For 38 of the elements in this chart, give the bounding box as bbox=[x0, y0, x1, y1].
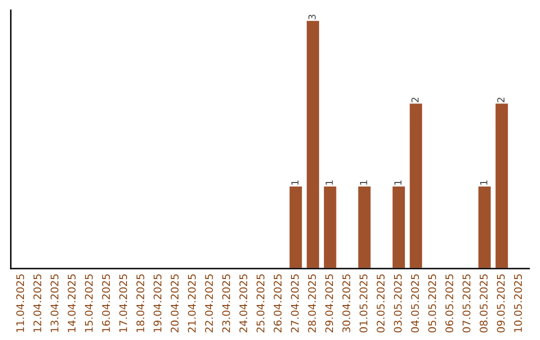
x-tick-label: 03.05.2025 bbox=[394, 274, 402, 332]
data-label: 3 bbox=[308, 14, 316, 20]
x-tick-label: 05.05.2025 bbox=[428, 274, 436, 332]
x-tick-label: 20.04.2025 bbox=[170, 274, 179, 332]
x-tick-label: 28.04.2025 bbox=[308, 274, 316, 332]
x-tick-label: 16.04.2025 bbox=[102, 274, 110, 332]
x-tick-label: 12.04.2025 bbox=[33, 274, 42, 332]
x-tick-label: 14.04.2025 bbox=[68, 274, 76, 332]
x-tick-label: 19.04.2025 bbox=[154, 274, 162, 332]
data-label: 1 bbox=[326, 180, 333, 185]
x-tick-label: 08.05.2025 bbox=[480, 274, 488, 332]
data-label: 2 bbox=[411, 98, 419, 102]
data-label: 1 bbox=[394, 180, 402, 185]
x-tick-label: 09.05.2025 bbox=[496, 274, 505, 332]
x-tick-label: 21.04.2025 bbox=[188, 274, 196, 332]
x-tick-label: 06.05.2025 bbox=[445, 274, 454, 332]
data-label: 1 bbox=[480, 180, 488, 185]
x-tick-label: 13.04.2025 bbox=[50, 274, 58, 332]
x-tick-label: 02.05.2025 bbox=[376, 274, 385, 332]
x-tick-label: 10.05.2025 bbox=[514, 274, 522, 332]
x-tick-label: 15.04.2025 bbox=[84, 274, 93, 332]
x-tick-label: 11.04.2025 bbox=[16, 274, 24, 332]
x-tick-label: 27.04.2025 bbox=[290, 274, 299, 332]
data-label: 1 bbox=[360, 180, 368, 185]
x-tick-label: 29.04.2025 bbox=[325, 274, 334, 332]
x-tick-label: 18.04.2025 bbox=[136, 274, 144, 332]
x-tick-label: 17.04.2025 bbox=[119, 274, 128, 332]
data-label: 1 bbox=[291, 180, 298, 185]
x-tick-label: 30.04.2025 bbox=[342, 274, 350, 332]
data-label: 2 bbox=[497, 98, 504, 102]
x-tick-label: 24.04.2025 bbox=[239, 274, 248, 332]
x-tick-label: 07.05.2025 bbox=[462, 274, 470, 332]
x-tick-label: 25.04.2025 bbox=[256, 274, 264, 332]
x-tick-label: 01.05.2025 bbox=[360, 274, 368, 332]
x-tick-label: 04.05.2025 bbox=[411, 274, 419, 332]
x-tick-label: 23.04.2025 bbox=[222, 274, 230, 332]
x-tick-label: 22.04.2025 bbox=[205, 274, 213, 332]
x-tick-label: 26.04.2025 bbox=[274, 274, 282, 332]
